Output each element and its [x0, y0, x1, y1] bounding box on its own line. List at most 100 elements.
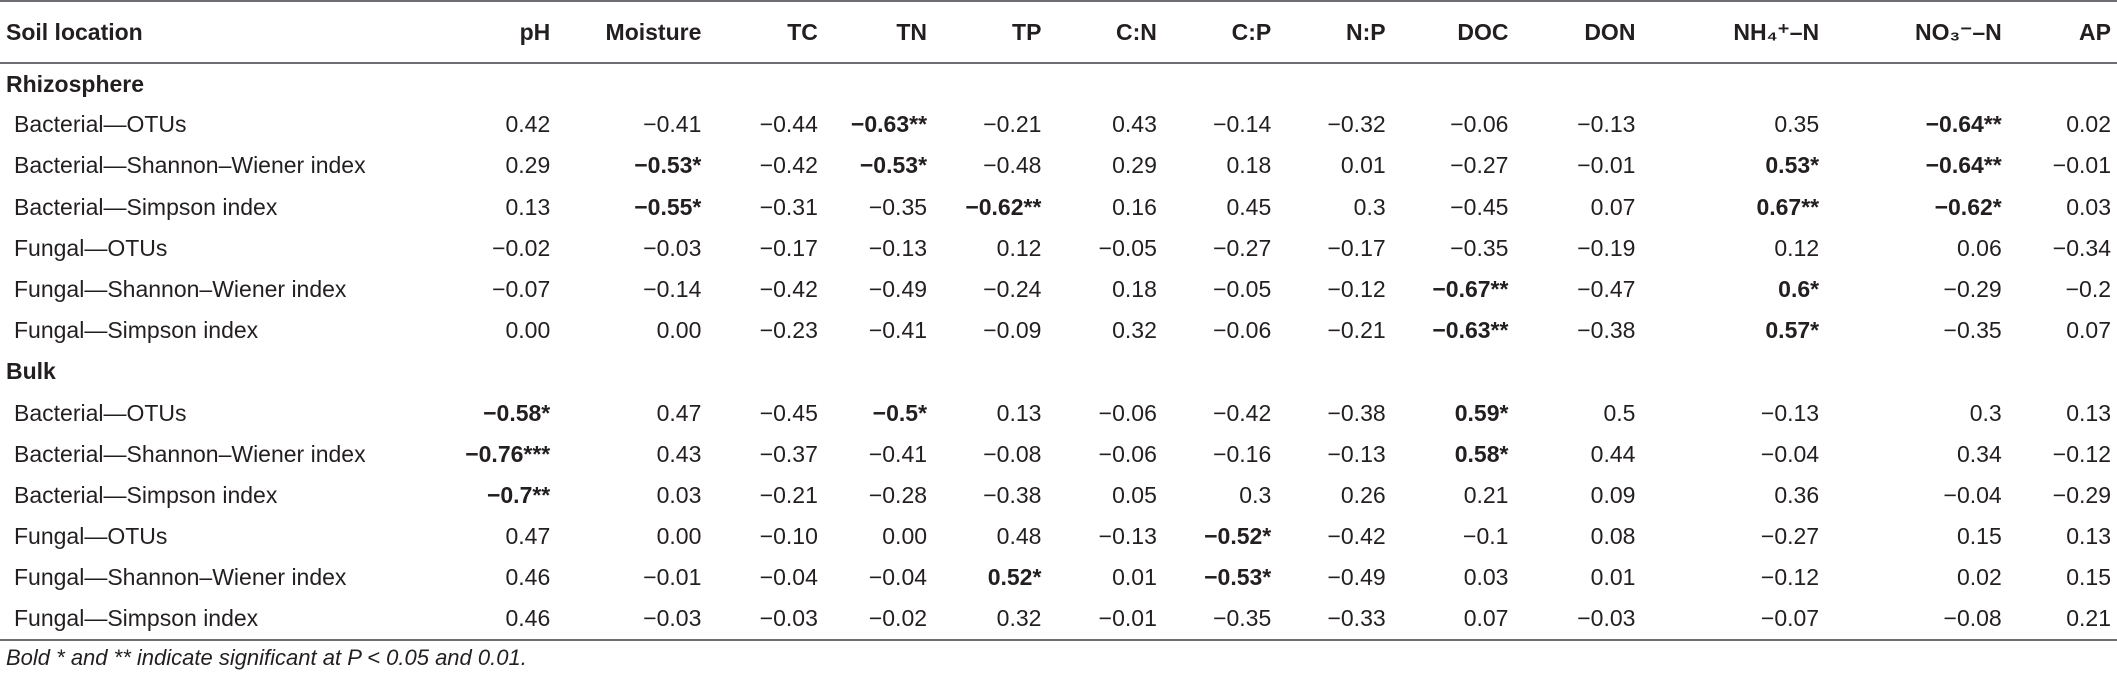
table-cell: −0.08	[983, 440, 1042, 467]
table-cell: 0.57*	[1765, 317, 1820, 344]
row-label: Fungal—OTUs	[14, 234, 168, 261]
table-header: Soil location pH Moisture TC TN TP C:N C:P N:P DO…	[0, 0, 2117, 64]
table-cell: 0.08	[1590, 523, 1636, 550]
table-cell: −0.13	[1327, 440, 1386, 467]
table-cell: 0.01	[1112, 564, 1157, 591]
table-cell: −0.27	[1760, 523, 1820, 550]
table-cell: −0.05	[1213, 276, 1272, 303]
table-cell: −0.64**	[1925, 152, 2002, 179]
table-cell: 0.43	[1112, 111, 1157, 138]
table-cell: 0.43	[656, 440, 702, 467]
table-cell: −0.52*	[1204, 523, 1272, 550]
table-cell: −0.76***	[465, 440, 551, 467]
table-cell: −0.49	[1327, 564, 1386, 591]
table-cell: −0.41	[868, 440, 928, 467]
column-header: DON	[1514, 0, 1642, 64]
table-cell: 0.6*	[1778, 276, 1820, 303]
table-cell: −0.33	[1277, 598, 1392, 641]
table-cell: 0.15	[1956, 523, 2002, 550]
table-cell: −0.42	[759, 276, 818, 303]
table-cell: −0.67**	[1432, 276, 1509, 303]
table-cell: −0.28	[868, 481, 928, 508]
table-cell: −0.42	[1213, 399, 1272, 426]
table-cell: −0.35	[868, 193, 928, 220]
table-cell: −0.03	[1514, 598, 1642, 641]
table-cell: 0.46	[505, 564, 551, 591]
group-label: Rhizosphere	[6, 70, 145, 97]
table-cell: −0.01	[2052, 152, 2111, 179]
table-body: Rhizosphere Bacterial—OTUs 0.42 −0.41 −0.44 −…	[0, 63, 2117, 641]
column-header: N:P	[1277, 0, 1392, 64]
table-cell: −0.09	[983, 317, 1042, 344]
table-cell: −0.63**	[850, 111, 928, 138]
table-cell: −0.06	[1098, 440, 1157, 467]
table-cell: 0.02	[1956, 564, 2002, 591]
table-cell: −0.14	[643, 276, 702, 303]
table-cell: 0.06	[1956, 234, 2002, 261]
table-cell: 0.44	[1590, 440, 1636, 467]
column-header: TN	[823, 0, 934, 64]
table-cell: 0.35	[1774, 111, 1820, 138]
column-header: C:P	[1162, 0, 1278, 64]
table-cell: 0.09	[1590, 481, 1636, 508]
table-cell: −0.7**	[486, 481, 551, 508]
table-cell: −0.38	[1577, 317, 1636, 344]
table-cell: 0.42	[505, 111, 551, 138]
table-cell: 0.13	[2066, 523, 2111, 550]
correlation-table: Soil location pH Moisture TC TN TP C:N C:P N:P DO…	[0, 0, 2117, 641]
table-cell: −0.03	[643, 234, 702, 261]
group-row: Bulk	[0, 351, 2117, 392]
table-cell: 0.29	[1112, 152, 1157, 179]
table-cell: −0.47	[1577, 276, 1636, 303]
table-footnote: Bold * and ** indicate significant at P …	[6, 645, 527, 670]
table-cell: −0.06	[1213, 317, 1272, 344]
table-cell: −0.38	[983, 481, 1042, 508]
table-cell: 0.00	[505, 317, 551, 344]
table-cell: 0.02	[2066, 111, 2111, 138]
table-cell: −0.38	[1327, 399, 1386, 426]
table-cell: 0.05	[1112, 481, 1157, 508]
table-cell: −0.19	[1577, 234, 1636, 261]
row-label: Bacterial—Shannon–Wiener index	[14, 152, 366, 179]
row-label: Bacterial—OTUs	[14, 399, 187, 426]
table-cell: −0.53*	[1204, 564, 1272, 591]
table-cell: 0.12	[1774, 234, 1820, 261]
table-cell: −0.01	[643, 564, 702, 591]
table-cell: −0.49	[868, 276, 928, 303]
header-row: Soil location pH Moisture TC TN TP C:N C:P N:P DO…	[0, 0, 2117, 64]
table-cell: 0.13	[505, 193, 551, 220]
table-cell: 0.36	[1774, 481, 1820, 508]
table-cell: −0.21	[1327, 317, 1386, 344]
table-cell: −0.45	[1450, 193, 1509, 220]
table-cell: 0.26	[1340, 481, 1386, 508]
column-header: C:N	[1047, 0, 1163, 64]
table-cell: −0.17	[1327, 234, 1386, 261]
table-row: Bacterial—Shannon–Wiener index −0.76*** 0.…	[0, 434, 2117, 475]
table-row: Fungal—OTUs −0.02 −0.03 −0.17 −0.13 0.12 −0.05…	[0, 228, 2117, 269]
table-cell: 0.34	[1956, 440, 2002, 467]
table-cell: 0.07	[2066, 317, 2111, 344]
table-cell: −0.62**	[965, 193, 1042, 220]
table-cell: 0.03	[656, 481, 702, 508]
table-cell: −0.04	[1760, 440, 1820, 467]
table-cell: −0.06	[1450, 111, 1509, 138]
table-cell: 0.59*	[1454, 399, 1509, 426]
table-cell: −0.02	[823, 598, 934, 641]
table-cell: −0.24	[983, 276, 1042, 303]
row-label: Bacterial—Simpson index	[14, 193, 278, 220]
table-cell: −0.05	[1098, 234, 1157, 261]
row-label: Fungal—Simpson index	[0, 598, 441, 641]
column-header: DOC	[1391, 0, 1515, 64]
table-cell: 0.13	[996, 399, 1042, 426]
table-cell: −0.41	[868, 317, 928, 344]
table-cell: 0.3	[1969, 399, 2002, 426]
table-row: Bacterial—OTUs −0.58* 0.47 −0.45 −0.5* 0.13 −0…	[0, 393, 2117, 434]
table-cell: −0.35	[1943, 317, 2002, 344]
table-cell: 0.32	[933, 598, 1048, 641]
column-header: NO₃⁻–N	[1825, 0, 2008, 64]
table-cell: 0.47	[505, 523, 551, 550]
table-cell: −0.29	[2052, 481, 2111, 508]
table-cell: −0.29	[1943, 276, 2002, 303]
table-cell: 0.16	[1112, 193, 1157, 220]
table-cell: 0.53*	[1765, 152, 1820, 179]
